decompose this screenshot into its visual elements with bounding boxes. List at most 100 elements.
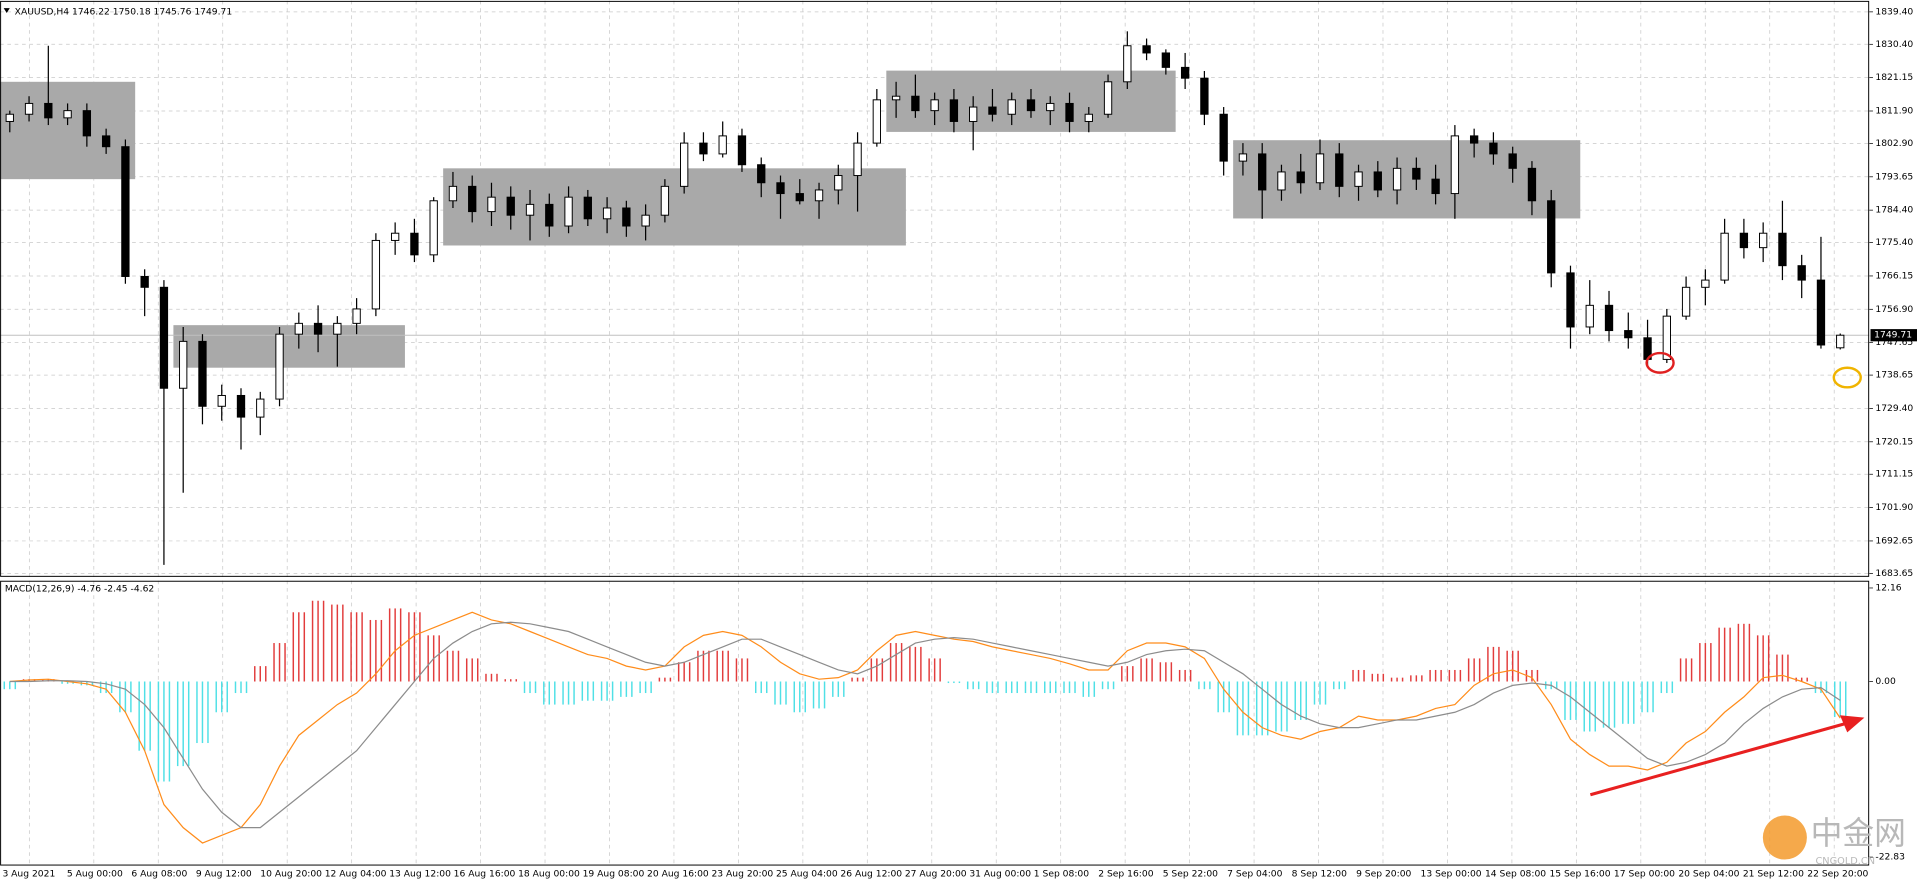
zone: [1233, 140, 1581, 219]
candle-body: [1142, 45, 1151, 54]
main-pane-frame: [0, 0, 1870, 577]
x-tick-label: 1 Sep 08:00: [1034, 869, 1089, 880]
candle-body: [140, 276, 149, 288]
candle-body: [1065, 102, 1074, 122]
candle-body: [1604, 304, 1614, 332]
x-tick-label: 8 Sep 12:00: [1292, 869, 1347, 880]
candle-body: [82, 110, 92, 137]
y-tick-label: 12.16: [1875, 582, 1901, 593]
zone: [0, 81, 136, 180]
candle-body: [1547, 200, 1556, 274]
candle-body: [217, 394, 226, 407]
macd-line: [9, 621, 1841, 829]
candle-body: [1219, 113, 1228, 162]
y-tick-label: 1738.65: [1875, 370, 1913, 381]
candle-body: [1816, 279, 1826, 346]
x-tick-label: 25 Aug 04:00: [776, 869, 838, 880]
candle-body: [1624, 330, 1633, 339]
x-tick-label: 23 Aug 20:00: [711, 869, 773, 880]
y-tick-label: 1775.40: [1875, 237, 1913, 248]
y-tick-label: 1793.65: [1875, 171, 1913, 182]
candle-body: [718, 135, 727, 155]
candle-body: [1778, 232, 1787, 267]
x-tick-label: 22 Sep 20:00: [1807, 869, 1868, 880]
zone: [173, 325, 405, 368]
candle-body: [776, 182, 785, 195]
x-tick-label: 27 Aug 20:00: [905, 869, 967, 880]
x-tick-label: 9 Aug 12:00: [196, 869, 252, 880]
candle-body: [506, 196, 515, 216]
candle-body: [1180, 66, 1190, 79]
candle-body: [795, 193, 804, 202]
candle-body: [988, 106, 997, 115]
candle-body: [1720, 232, 1729, 281]
candle-body: [1489, 142, 1498, 155]
x-tick-label: 13 Sep 00:00: [1421, 869, 1482, 880]
x-tick-label: 26 Aug 12:00: [840, 869, 902, 880]
y-tick-label: 1784.40: [1875, 205, 1913, 216]
candle-body: [641, 214, 650, 227]
y-tick-label: 1766.15: [1875, 270, 1913, 281]
y-tick-label: 1692.65: [1875, 535, 1913, 546]
y-tick-label: 1821.15: [1875, 72, 1913, 83]
candle-body: [1007, 99, 1016, 115]
candle-body: [1373, 171, 1382, 191]
watermark-site: CNGOLD.CN: [1815, 856, 1875, 867]
y-tick-label: 1802.90: [1875, 138, 1913, 149]
x-tick-label: 12 Aug 04:00: [325, 869, 387, 880]
candle-body: [487, 196, 496, 213]
candle-body: [410, 232, 419, 256]
candle-body: [256, 398, 265, 418]
candle-body: [969, 106, 978, 122]
candle-body: [371, 239, 381, 310]
x-tick-label: 20 Aug 16:00: [647, 869, 709, 880]
x-tick-label: 2 Sep 16:00: [1098, 869, 1153, 880]
candle-body: [814, 189, 824, 202]
candle-body: [1161, 52, 1171, 68]
y-tick-label: 1830.40: [1875, 39, 1913, 50]
candle-body: [448, 185, 458, 202]
candle-body: [949, 99, 959, 122]
candle-body: [468, 185, 477, 213]
candle-body: [1585, 304, 1594, 328]
y-tick-label: 1747.65: [1875, 337, 1913, 348]
x-tick-label: 10 Aug 20:00: [260, 869, 322, 880]
y-tick-label: 1720.15: [1875, 436, 1913, 447]
logo: [1762, 815, 1807, 860]
y-tick-label: 1711.15: [1875, 469, 1913, 480]
candle-body: [660, 185, 670, 216]
x-tick-label: 5 Sep 22:00: [1163, 869, 1218, 880]
x-tick-label: 20 Sep 04:00: [1678, 869, 1739, 880]
zone: [443, 168, 906, 246]
candle-body: [24, 102, 34, 115]
candle-body: [1315, 153, 1325, 184]
candle-body: [1046, 102, 1055, 112]
macd-pane-frame: [0, 580, 1870, 866]
watermark: 中金网: [1811, 815, 1906, 852]
candle-body: [1354, 171, 1363, 187]
candle-body: [390, 232, 400, 241]
y-tick-label: 1756.90: [1875, 304, 1913, 315]
last-price-box: [1870, 329, 1917, 342]
candle-body: [699, 142, 708, 155]
candle-body: [352, 308, 361, 324]
candle-body: [1277, 171, 1286, 191]
candle-body: [680, 142, 689, 187]
candle-body: [1469, 135, 1479, 144]
y-tick-label: 1701.90: [1875, 502, 1913, 513]
x-tick-label: 21 Sep 12:00: [1743, 869, 1804, 880]
candle-body: [853, 142, 862, 177]
title-icon: [3, 8, 10, 13]
x-tick-label: 5 Aug 00:00: [67, 869, 123, 880]
candle-body: [159, 286, 169, 389]
x-tick-label: 17 Sep 00:00: [1614, 869, 1675, 880]
candle-body: [834, 175, 843, 191]
candle-body: [121, 146, 130, 277]
candle-body: [564, 196, 573, 227]
candle-body: [313, 322, 323, 335]
candle-body: [1759, 232, 1768, 249]
